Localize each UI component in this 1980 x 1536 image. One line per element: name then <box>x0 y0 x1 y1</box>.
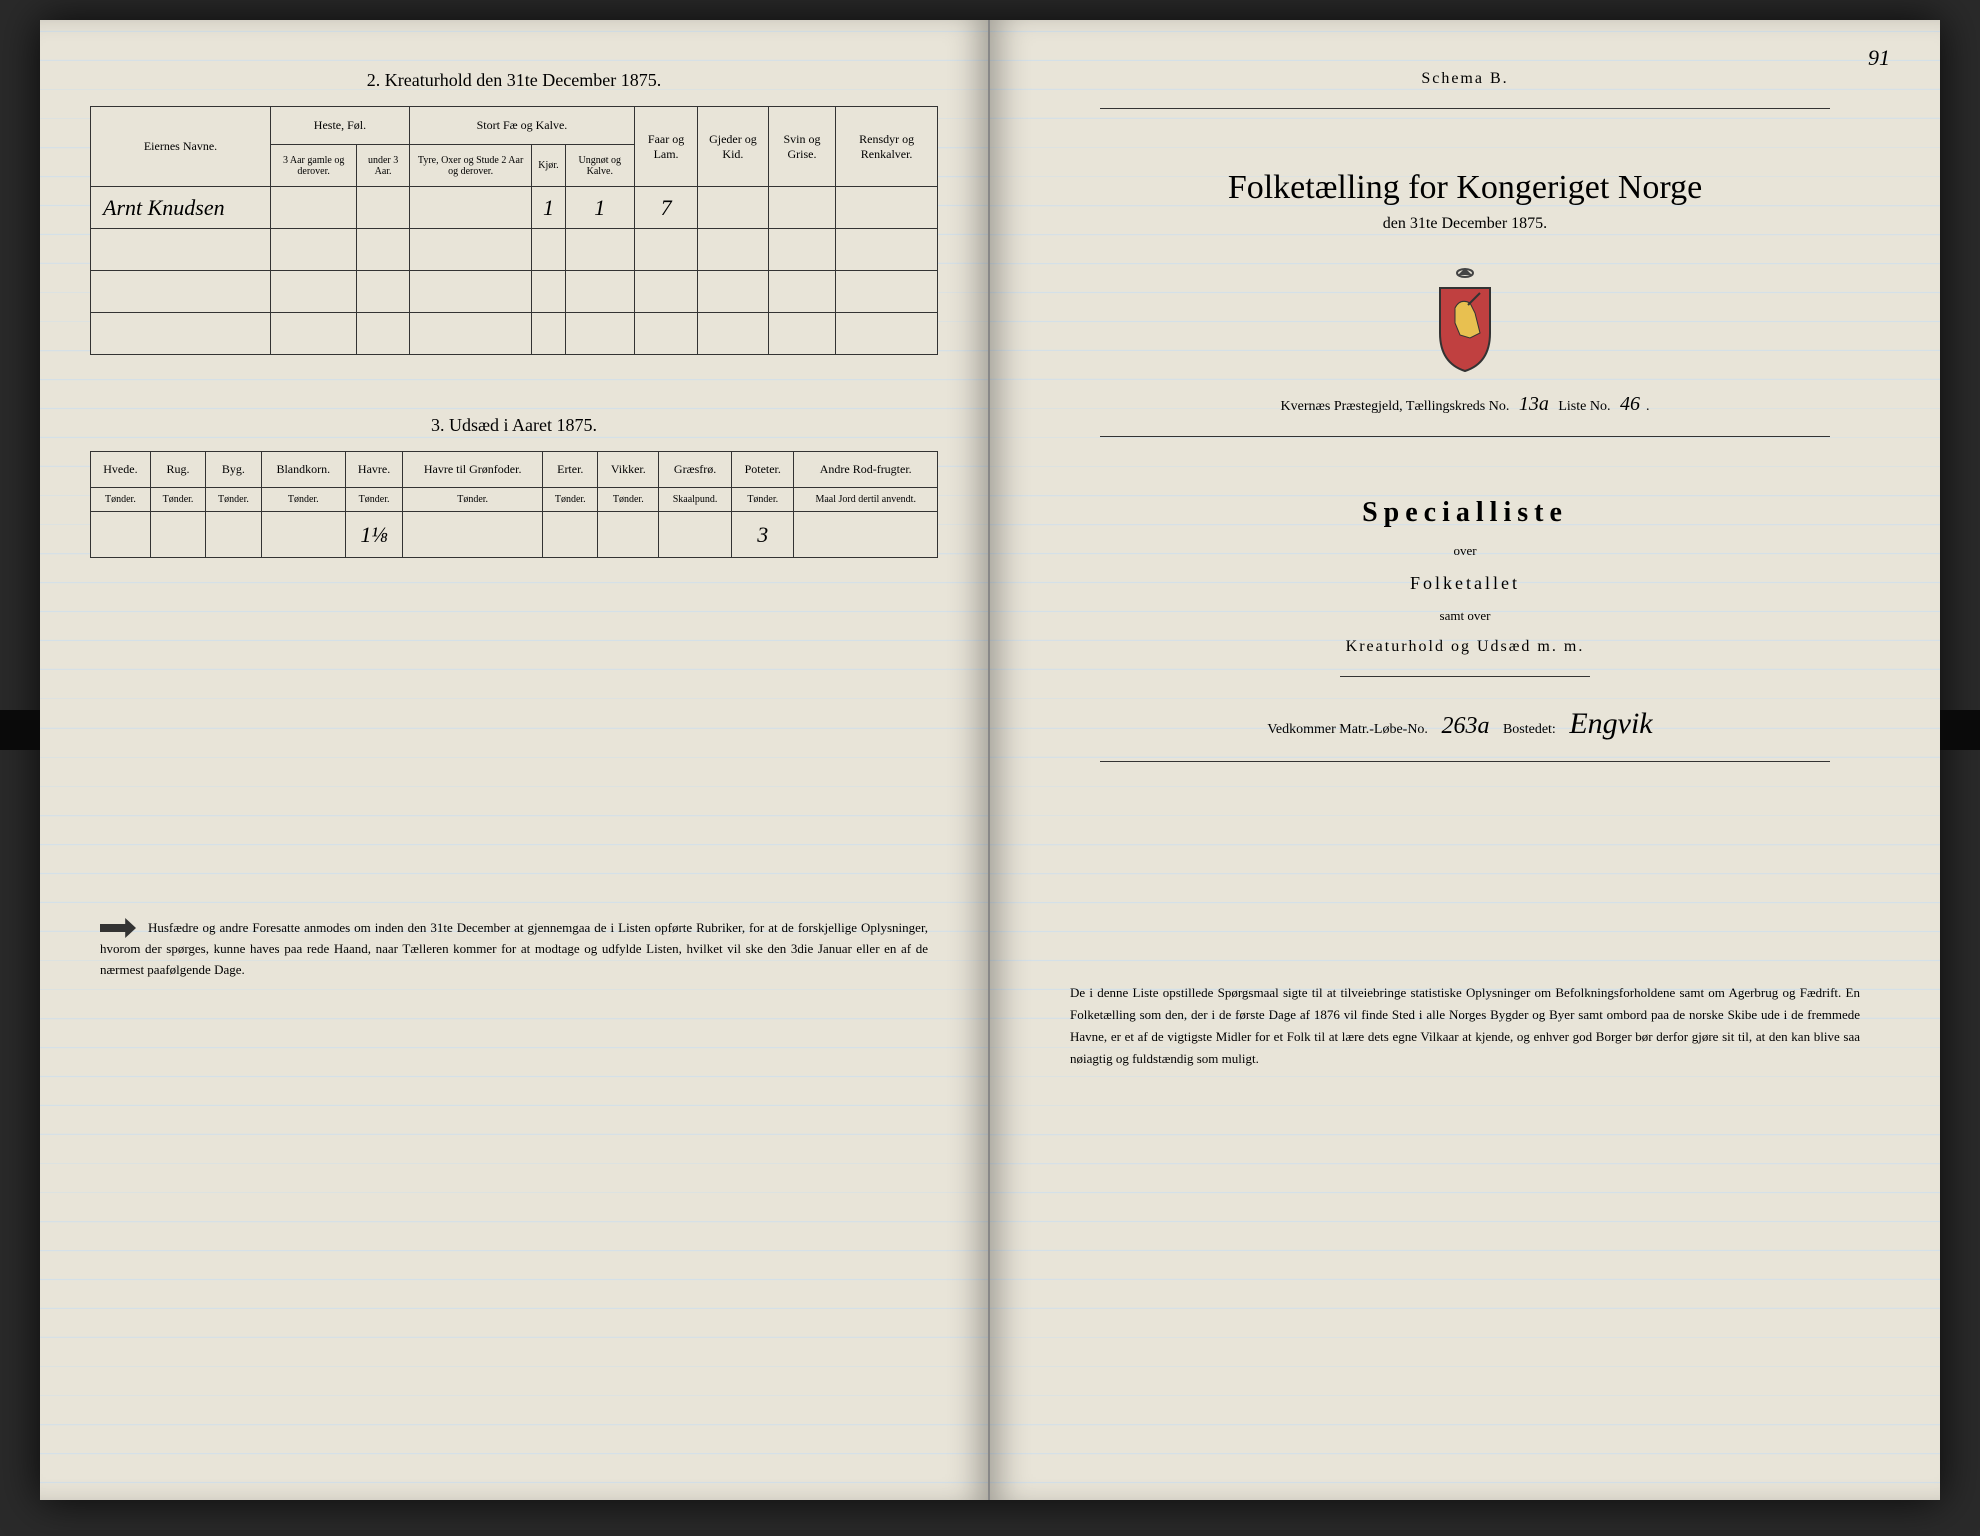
book-spread: 2. Kreaturhold den 31te December 1875. E… <box>40 20 1940 1500</box>
table-row <box>91 271 938 313</box>
unit: Tønder. <box>732 488 794 512</box>
table-row: Arnt Knudsen 1 1 7 <box>91 187 938 229</box>
table-header-row: Hvede. Rug. Byg. Blandkorn. Havre. Havre… <box>91 452 938 488</box>
col-gjeder: Gjeder og Kid. <box>698 107 769 187</box>
cell <box>357 187 410 229</box>
table-row <box>91 229 938 271</box>
col-erter: Erter. <box>543 452 598 488</box>
col-hvede: Hvede. <box>91 452 151 488</box>
sub-ungnot: Ungnøt og Kalve. <box>565 145 634 187</box>
cell-faar: 7 <box>635 187 698 229</box>
cell <box>261 512 345 558</box>
cell-havre: 1⅛ <box>345 512 402 558</box>
unit: Tønder. <box>598 488 659 512</box>
meta-line: Kvernæs Præstegjeld, Tællingskreds No. 1… <box>1040 393 1890 416</box>
unit: Tønder. <box>403 488 543 512</box>
schema-label: Schema B. <box>1040 70 1890 88</box>
cell <box>836 187 938 229</box>
subtitle: den 31te December 1875. <box>1040 215 1890 233</box>
cell <box>91 512 151 558</box>
cell <box>543 512 598 558</box>
unit: Tønder. <box>261 488 345 512</box>
bostedet-label: Bostedet: <box>1503 722 1556 737</box>
cell <box>598 512 659 558</box>
col-eiernes-navne: Eiernes Navne. <box>91 107 271 187</box>
udsaed-table: Hvede. Rug. Byg. Blandkorn. Havre. Havre… <box>90 451 938 558</box>
unit: Maal Jord dertil anvendt. <box>794 488 938 512</box>
cell <box>206 512 261 558</box>
col-havre: Havre. <box>345 452 402 488</box>
table-row: 1⅛ 3 <box>91 512 938 558</box>
sub-tyre: Tyre, Oxer og Stude 2 Aar og derover. <box>409 145 531 187</box>
cell <box>698 187 769 229</box>
table-header-row: Eiernes Navne. Heste, Føl. Stort Fæ og K… <box>91 107 938 145</box>
kreatur-label: Kreaturhold og Udsæd m. m. <box>1040 638 1890 656</box>
col-rug: Rug. <box>150 452 205 488</box>
divider <box>1100 761 1830 762</box>
divider <box>1100 108 1830 109</box>
col-vikker: Vikker. <box>598 452 659 488</box>
sub-3aar: 3 Aar gamle og derover. <box>271 145 357 187</box>
unit: Tønder. <box>206 488 261 512</box>
left-page: 2. Kreaturhold den 31te December 1875. E… <box>40 20 990 1500</box>
cell <box>271 187 357 229</box>
liste-label: Liste No. <box>1558 399 1610 414</box>
vedkommer-line: Vedkommer Matr.-Løbe-No. 263a Bostedet: … <box>1040 707 1890 741</box>
footnote: Husfædre og andre Foresatte anmodes om i… <box>90 918 938 980</box>
cell <box>403 512 543 558</box>
table-unit-row: Tønder. Tønder. Tønder. Tønder. Tønder. … <box>91 488 938 512</box>
samt-label: samt over <box>1040 608 1890 624</box>
col-faar: Faar og Lam. <box>635 107 698 187</box>
matr-no: 263a <box>1431 713 1499 739</box>
cell <box>659 512 732 558</box>
col-byg: Byg. <box>206 452 261 488</box>
page-number: 91 <box>1868 45 1890 71</box>
pointing-hand-icon <box>100 918 136 938</box>
divider <box>1340 676 1590 677</box>
cell <box>409 187 531 229</box>
col-rensdyr: Rensdyr og Renkalver. <box>836 107 938 187</box>
bostedet: Engvik <box>1559 707 1662 740</box>
specialliste-title: Specialliste <box>1040 497 1890 529</box>
col-blandkorn: Blandkorn. <box>261 452 345 488</box>
col-rodfrugter: Andre Rod-frugter. <box>794 452 938 488</box>
kreds-no: 13a <box>1513 393 1555 415</box>
meta-prefix: Kvernæs Præstegjeld, Tællingskreds No. <box>1281 399 1510 414</box>
col-svin: Svin og Grise. <box>768 107 836 187</box>
unit: Tønder. <box>150 488 205 512</box>
cell <box>794 512 938 558</box>
col-graesfro: Græsfrø. <box>659 452 732 488</box>
cell-poteter: 3 <box>732 512 794 558</box>
cell <box>150 512 205 558</box>
section3-title: 3. Udsæd i Aaret 1875. <box>90 415 938 436</box>
section2-title: 2. Kreaturhold den 31te December 1875. <box>90 70 938 91</box>
intro-paragraph: De i denne Liste opstillede Spørgsmaal s… <box>1040 982 1890 1070</box>
col-heste: Heste, Føl. <box>271 107 410 145</box>
divider <box>1100 436 1830 437</box>
table-row <box>91 313 938 355</box>
right-page: 91 Schema B. Folketælling for Kongeriget… <box>990 20 1940 1500</box>
liste-no: 46 <box>1614 393 1646 415</box>
unit: Tønder. <box>543 488 598 512</box>
over-label: over <box>1040 543 1890 559</box>
cell <box>768 187 836 229</box>
unit: Skaalpund. <box>659 488 732 512</box>
cell-name: Arnt Knudsen <box>91 187 271 229</box>
folketallet-label: Folketallet <box>1040 573 1890 594</box>
cell-ungnot: 1 <box>565 187 634 229</box>
kreaturhold-table: Eiernes Navne. Heste, Føl. Stort Fæ og K… <box>90 106 938 355</box>
col-poteter: Poteter. <box>732 452 794 488</box>
col-stort-fae: Stort Fæ og Kalve. <box>409 107 634 145</box>
unit: Tønder. <box>91 488 151 512</box>
sub-kjor: Kjør. <box>532 145 565 187</box>
main-title: Folketælling for Kongeriget Norge <box>1040 169 1890 207</box>
col-havre-gron: Havre til Grønfoder. <box>403 452 543 488</box>
footnote-text: Husfædre og andre Foresatte anmodes om i… <box>100 920 928 977</box>
unit: Tønder. <box>345 488 402 512</box>
coat-of-arms-icon <box>1420 263 1510 373</box>
udsaed-section: 3. Udsæd i Aaret 1875. Hvede. Rug. Byg. … <box>90 415 938 558</box>
sub-under3: under 3 Aar. <box>357 145 410 187</box>
cell-kjor: 1 <box>532 187 565 229</box>
vedk-prefix: Vedkommer Matr.-Løbe-No. <box>1267 722 1428 737</box>
